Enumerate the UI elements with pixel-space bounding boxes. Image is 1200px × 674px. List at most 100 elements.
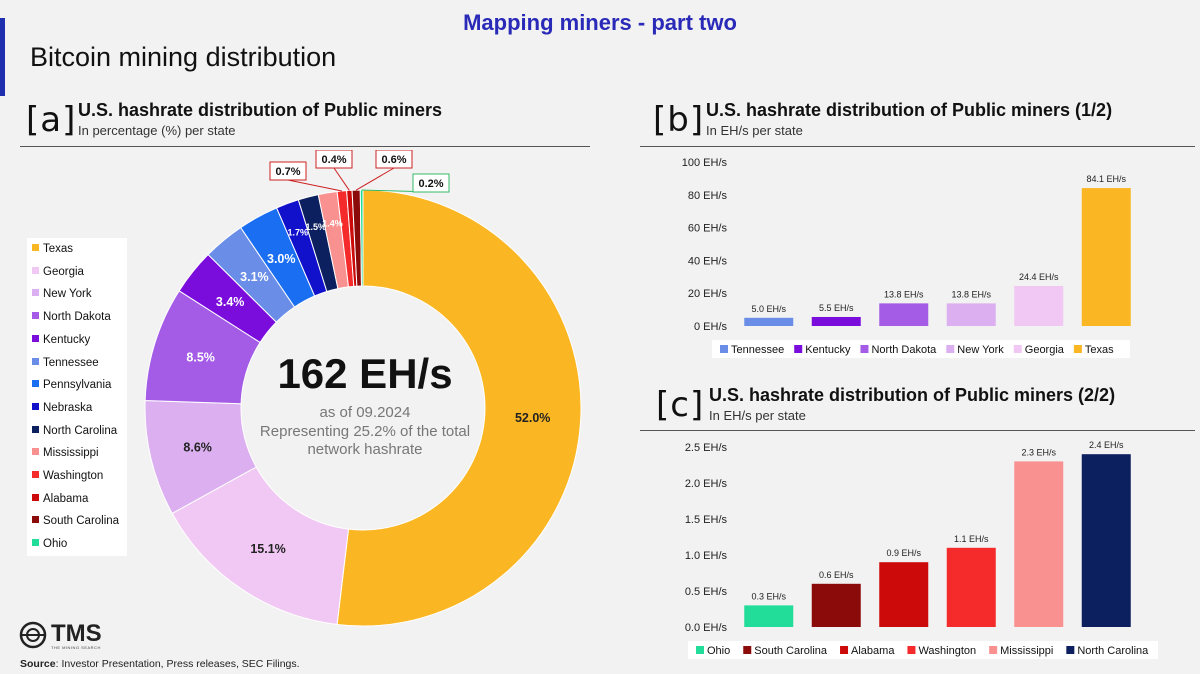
legend-label-south-carolina: South Carolina — [754, 645, 828, 657]
bar-value-label-georgia: 24.4 EH/s — [1019, 272, 1059, 282]
source-note: Source: Investor Presentation, Press rel… — [20, 658, 300, 670]
legend-swatch-new-york — [946, 345, 955, 353]
y-tick-label: 40 EH/s — [688, 255, 728, 267]
donut-hole — [242, 287, 484, 529]
bar-chart-c: 0.0 EH/s 0.5 EH/s 1.0 EH/s 1.5 EH/s 2.0 EH/s… — [685, 440, 1158, 659]
panel-b-divider — [640, 146, 1195, 147]
legend-swatch — [32, 334, 39, 342]
logo-tagline: THE MINING SEARCH — [51, 645, 101, 650]
panel-b-letter: [b] — [653, 100, 705, 140]
legend-label: Washington — [43, 470, 104, 482]
legend-item-georgia: Georgia — [32, 266, 84, 278]
source-text: : Investor Presentation, Press releases,… — [55, 658, 300, 670]
legend-swatch-north-carolina — [1066, 646, 1075, 654]
slice-label-new-york: 8.6% — [183, 441, 212, 455]
bar-value-label-south-carolina: 0.6 EH/s — [819, 570, 854, 580]
panel-c-letter: [c] — [656, 385, 705, 425]
legend-label-new-york: New York — [957, 344, 1004, 356]
legend-label-georgia: Georgia — [1025, 344, 1065, 356]
legend-label-north-dakota: North Dakota — [871, 344, 937, 356]
slice-label-north-carolina: 1.5% — [306, 222, 327, 232]
legend-swatch — [32, 516, 39, 524]
legend-label: New York — [43, 288, 92, 301]
y-tick-label: 0.0 EH/s — [685, 622, 728, 634]
legend-box — [688, 641, 1158, 659]
legend-item-south-carolina: South Carolina — [32, 515, 119, 527]
slice-label-washington: 0.7% — [275, 166, 300, 178]
legend-swatch-alabama — [840, 646, 849, 654]
legend-swatch-texas — [1073, 345, 1082, 353]
bar-ohio — [744, 605, 794, 627]
donut-labels: 52.0% 15.1% 8.6% 8.5% 3.4% 3.1% 3.0% 1.7%1.5%1.… — [183, 150, 550, 556]
legend-label-mississippi: Mississippi — [1000, 645, 1053, 657]
bar-value-label-mississippi: 2.3 EH/s — [1021, 447, 1056, 457]
bar-value-label-tennessee: 5.0 EH/s — [751, 304, 786, 314]
legend-swatch-ohio — [696, 646, 704, 654]
callout-line-washington — [287, 179, 342, 192]
legend-swatch — [32, 312, 39, 320]
legend-label-alabama: Alabama — [851, 645, 895, 657]
bar-value-label-ohio: 0.3 EH/s — [751, 591, 786, 601]
panel-a-subtitle: In percentage (%) per state — [78, 123, 236, 138]
legend-swatch-mississippi — [989, 646, 998, 654]
legend-item-washington: Washington — [32, 470, 103, 482]
center-note: Representing 25.2% of the total network … — [259, 423, 471, 458]
bar-value-label-washington: 1.1 EH/s — [954, 534, 989, 544]
legend-swatch-north-dakota — [860, 345, 869, 353]
donut-slices — [144, 189, 582, 627]
legend-swatch — [32, 380, 39, 388]
legend-item-new-york: New York — [32, 288, 92, 300]
tms-logo: TMS THE MINING SEARCH — [18, 620, 138, 657]
panel-b-subtitle: In EH/s per state — [706, 123, 803, 138]
legend-item-kentucky: Kentucky — [32, 334, 90, 346]
legend-item-nebraska: Nebraska — [32, 402, 92, 414]
slice-label-north-dakota: 8.5% — [186, 351, 215, 365]
bar-chart-b: 0 EH/s 20 EH/s 40 EH/s 60 EH/s 80 EH/s 100 EH… — [682, 157, 1131, 358]
donut-slice-ohio — [359, 189, 364, 287]
bar-mississippi — [1014, 461, 1064, 627]
slice-label-south-carolina: 0.6% — [381, 154, 406, 166]
legend-label: North Carolina — [43, 424, 118, 437]
legend-swatch — [32, 266, 39, 274]
legend-swatch-south-carolina — [743, 646, 752, 654]
y-tick-label: 1.5 EH/s — [685, 514, 728, 526]
y-tick-label: 100 EH/s — [682, 157, 728, 169]
bar-value-label-texas: 84.1 EH/s — [1086, 174, 1126, 184]
y-tick-label: 80 EH/s — [688, 190, 728, 202]
panel-c-title: U.S. hashrate distribution of Public min… — [709, 385, 1116, 405]
source-label: Source — [20, 658, 56, 670]
legend-label: Kentucky — [43, 333, 91, 346]
bar-georgia — [1014, 285, 1064, 326]
slice-label-ohio: 0.2% — [418, 178, 443, 190]
legend-label: Texas — [43, 243, 74, 255]
legend-label: Alabama — [43, 492, 89, 505]
bar-value-label-north-carolina: 2.4 EH/s — [1089, 440, 1124, 450]
slice-label-alabama: 0.4% — [321, 154, 346, 166]
panel-c-subtitle: In EH/s per state — [709, 408, 806, 423]
y-tick-label: 20 EH/s — [688, 288, 728, 300]
legend-label-tennessee: Tennessee — [731, 344, 784, 356]
legend-swatch — [32, 448, 39, 456]
legend-label: Mississippi — [43, 447, 99, 460]
y-tick-label: 1.0 EH/s — [685, 550, 728, 562]
y-tick-label: 60 EH/s — [688, 223, 728, 235]
bar-north-dakota — [879, 303, 929, 326]
center-date: as of 09.2024 — [319, 404, 411, 421]
bar-value-label-alabama: 0.9 EH/s — [886, 548, 921, 558]
legend-item-tennessee: Tennessee — [32, 357, 99, 369]
legend-label: Georgia — [43, 265, 84, 278]
legend-label-kentucky: Kentucky — [805, 344, 851, 356]
legend-label-ohio: Ohio — [707, 645, 730, 657]
legend-label-washington: Washington — [918, 645, 976, 657]
y-tick-label: 2.0 EH/s — [685, 478, 728, 490]
legend-item-mississippi: Mississippi — [32, 447, 99, 459]
callout-box-south-carolina — [375, 150, 413, 169]
legend-label: North Dakota — [43, 311, 111, 324]
callout-box-washington — [269, 161, 307, 181]
panel-a-title: U.S. hashrate distribution of Public min… — [78, 100, 443, 120]
donut-chart: 52.0% 15.1% 8.6% 8.5% 3.4% 3.1% 3.0% 1.7%1.5%1.… — [144, 150, 582, 627]
legend-label: South Carolina — [43, 515, 120, 528]
center-total-hashrate: 162 EH/s — [277, 350, 453, 397]
legend-swatch — [32, 539, 39, 547]
slide-title: Mapping miners - part two — [463, 10, 737, 35]
